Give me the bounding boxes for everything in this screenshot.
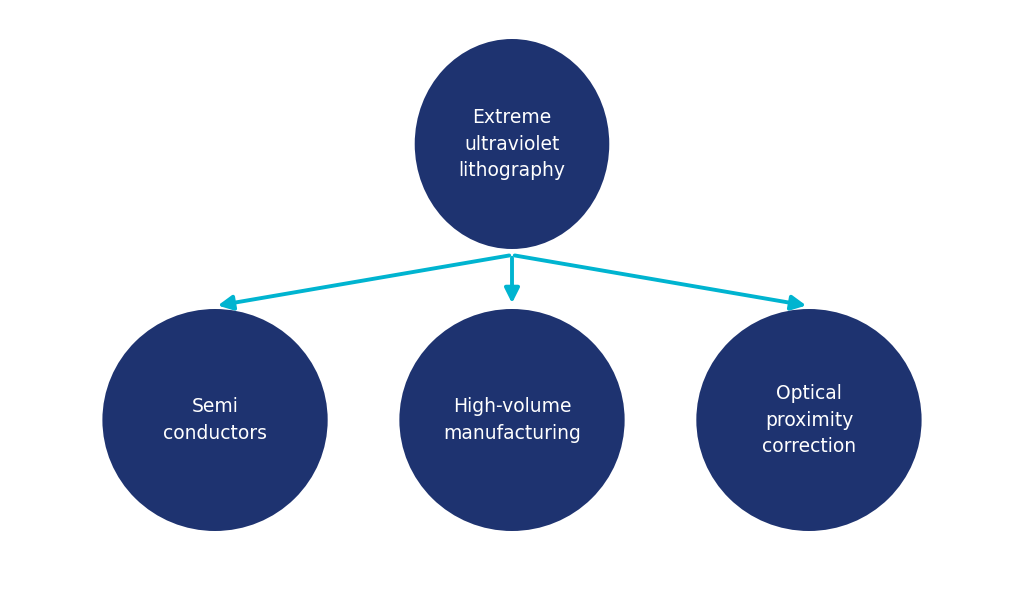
Ellipse shape (696, 309, 922, 531)
Text: Extreme
ultraviolet
lithography: Extreme ultraviolet lithography (459, 108, 565, 180)
Ellipse shape (415, 39, 609, 249)
Text: High-volume
manufacturing: High-volume manufacturing (443, 397, 581, 443)
Text: Optical
proximity
correction: Optical proximity correction (762, 384, 856, 456)
Ellipse shape (399, 309, 625, 531)
Ellipse shape (102, 309, 328, 531)
Text: Semi
conductors: Semi conductors (163, 397, 267, 443)
